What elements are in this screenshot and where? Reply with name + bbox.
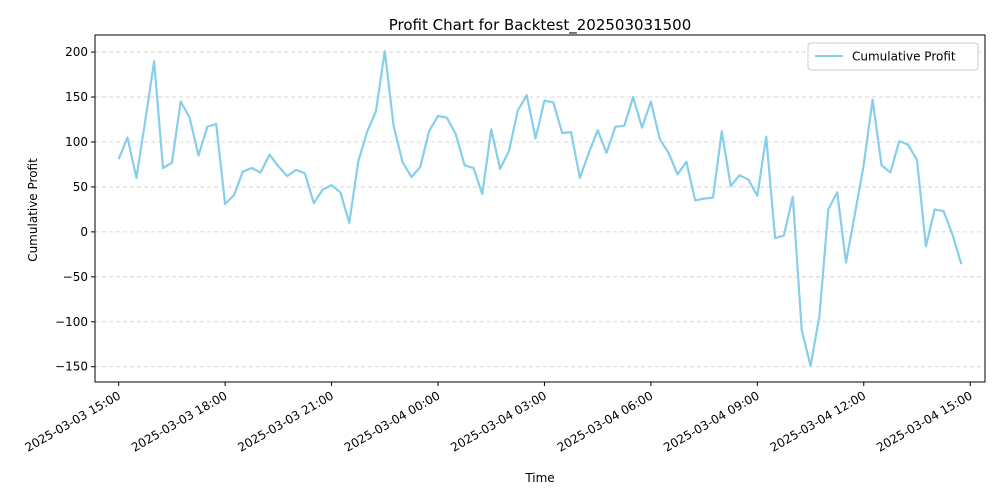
x-axis: 2025-03-03 15:00 2025-03-03 18:00 2025-03-… — [23, 382, 975, 455]
x-tick-label: 2025-03-03 21:00 — [235, 388, 336, 454]
grid-layer — [95, 51, 985, 368]
x-tick-label: 2025-03-04 00:00 — [342, 388, 443, 454]
y-tick-label: 0 — [80, 225, 88, 239]
legend-label: Cumulative Profit — [852, 50, 956, 64]
chart-title: Profit Chart for Backtest_202503031500 — [389, 16, 692, 35]
y-tick-label: 100 — [65, 135, 88, 149]
x-tick-label: 2025-03-04 12:00 — [768, 388, 869, 454]
x-tick-label: 2025-03-04 03:00 — [448, 388, 549, 454]
x-tick-label: 2025-03-04 09:00 — [661, 388, 762, 454]
x-axis-label: Time — [524, 471, 554, 485]
y-tick-label: 150 — [65, 90, 88, 104]
legend-box — [807, 42, 979, 71]
plot-frame — [94, 34, 986, 383]
y-tick-label: −100 — [55, 315, 88, 329]
y-tick-label: −150 — [55, 360, 88, 374]
x-tick-label: 2025-03-03 15:00 — [23, 388, 124, 454]
x-tick-label: 2025-03-03 18:00 — [129, 388, 230, 454]
y-tick-label: 50 — [73, 180, 88, 194]
y-axis-label: Cumulative Profit — [26, 158, 40, 262]
series-layer — [117, 50, 963, 367]
y-tick-label: −50 — [63, 270, 88, 284]
series-line-cumulative-profit — [117, 50, 963, 367]
y-tick-label: 200 — [65, 45, 88, 59]
x-tick-label: 2025-03-04 06:00 — [555, 388, 656, 454]
legend: Cumulative Profit — [807, 42, 979, 71]
x-tick-label: 2025-03-04 15:00 — [874, 388, 975, 454]
y-axis: 200 150 100 50 0 −50 −100 −150 — [55, 45, 95, 374]
